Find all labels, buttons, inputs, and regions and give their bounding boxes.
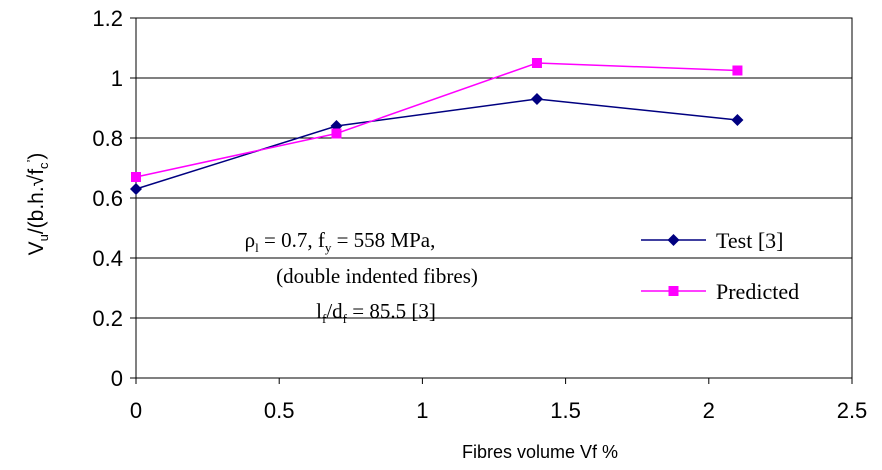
axes	[130, 17, 853, 384]
data-point-diamond	[530, 93, 543, 105]
data-point-square	[131, 172, 141, 182]
y-tick-label: 0	[111, 366, 123, 391]
x-tick-labels: 0 0.5 1 1.5 2 2.5	[130, 398, 867, 423]
x-tick-label: 2	[703, 398, 715, 423]
legend-label-test: Test [3]	[716, 228, 784, 253]
x-tick-label: 0.5	[264, 398, 295, 423]
y-tick-label: 0.8	[92, 126, 123, 151]
x-axis-label: Fibres volume Vf %	[462, 442, 618, 462]
annotation-line-3: lf/df = 85.5 [3]	[316, 299, 436, 326]
data-point-square	[331, 128, 342, 139]
series-line	[135, 62, 738, 178]
x-tick-label: 1	[416, 398, 428, 423]
legend: Test [3] Predicted	[641, 228, 799, 304]
y-tick-label: 1	[111, 66, 123, 91]
data-point-square	[531, 58, 542, 68]
y-tick-labels: 0 0.2 0.4 0.6 0.8 1 1.2	[92, 6, 123, 391]
series-predicted	[131, 58, 743, 182]
y-tick-label: 0.6	[92, 186, 123, 211]
legend-marker-predicted	[668, 286, 679, 296]
x-tick-label: 2.5	[837, 398, 868, 423]
y-tick-label: 0.4	[92, 246, 123, 271]
series-line	[135, 98, 738, 190]
y-tick-label: 1.2	[92, 6, 123, 31]
x-tick-label: 1.5	[550, 398, 581, 423]
legend-marker-test	[667, 234, 680, 246]
annotation-line-1: ρl = 0.7, fy = 558 MPa,	[245, 228, 436, 255]
annotation-line-2: (double indented fibres)	[276, 264, 478, 288]
x-tick-label: 0	[130, 398, 142, 423]
data-point-diamond	[130, 183, 142, 195]
series-layer	[130, 58, 744, 195]
y-tick-label: 0.2	[92, 306, 123, 331]
data-point-square	[732, 65, 743, 76]
legend-label-predicted: Predicted	[716, 279, 799, 304]
y-axis-label: Vu/(b.h.√fc’)	[24, 153, 51, 256]
data-point-diamond	[731, 114, 744, 126]
